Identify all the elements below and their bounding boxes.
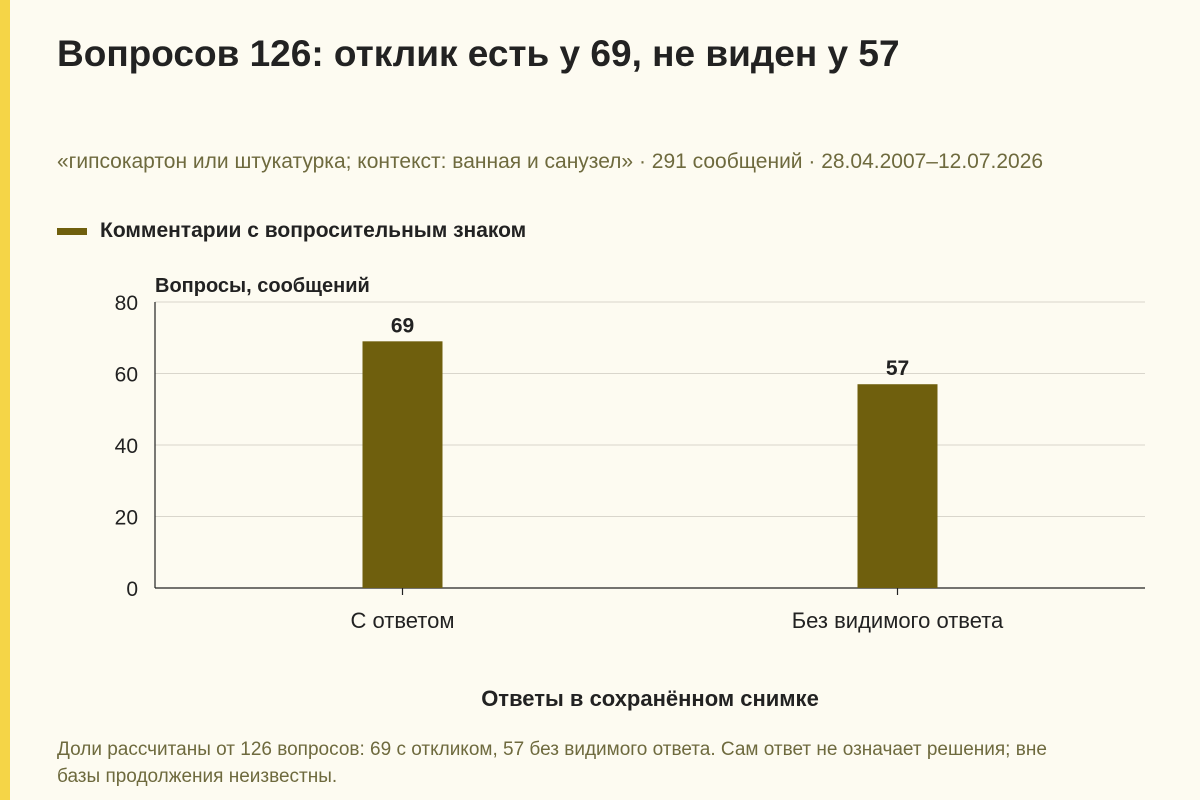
y-tick-label: 0 xyxy=(126,578,138,601)
x-tick-label: Без видимого ответа xyxy=(792,608,1004,633)
footnote: Доли рассчитаны от 126 вопросов: 69 с от… xyxy=(57,739,1047,787)
y-tick-label: 80 xyxy=(115,292,138,315)
y-axis-title: Вопросы, сообщений xyxy=(155,275,370,297)
chart-subtitle: «гипсокартон или штукатурка; контекст: в… xyxy=(57,150,1044,173)
x-axis-title: Ответы в сохранённом снимке xyxy=(481,686,819,711)
bar xyxy=(857,384,938,588)
y-tick-label: 40 xyxy=(115,435,138,458)
y-tick-label: 20 xyxy=(115,507,138,530)
accent-bar xyxy=(0,0,10,800)
bar-value-label: 69 xyxy=(391,314,414,337)
bar xyxy=(362,341,443,588)
bar-value-label: 57 xyxy=(886,357,909,380)
legend: Комментарии с вопросительным знаком xyxy=(57,219,526,243)
legend-swatch xyxy=(57,227,87,235)
legend-label: Комментарии с вопросительным знаком xyxy=(100,219,527,242)
chart-title: Вопросов 126: отклик есть у 69, не виден… xyxy=(57,33,900,74)
y-tick-label: 60 xyxy=(115,364,138,387)
x-tick-label: С ответом xyxy=(351,608,455,633)
